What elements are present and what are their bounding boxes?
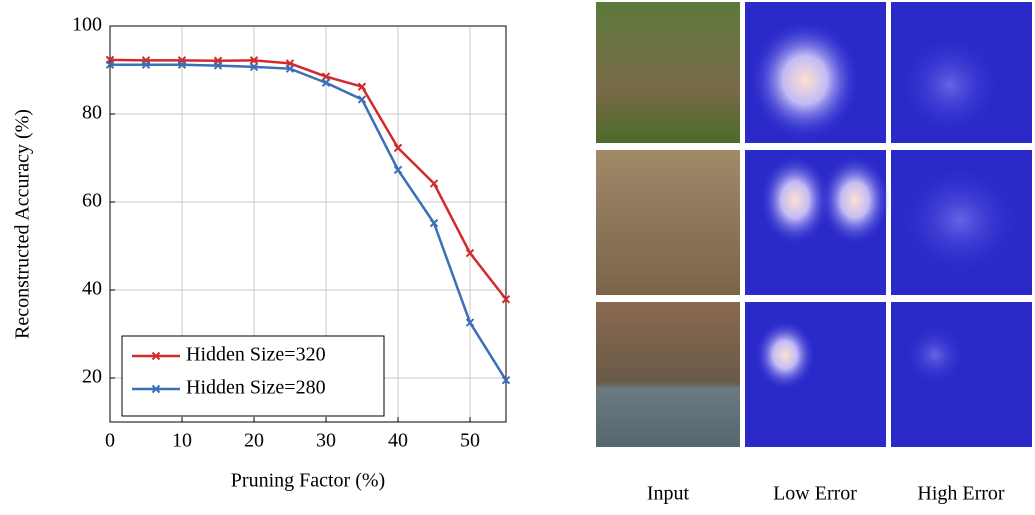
image-grid: Input Low Error High Error xyxy=(596,2,1032,505)
x-axis-label: Pruning Factor (%) xyxy=(231,470,385,492)
y-axis-label: Reconstructed Accuracy (%) xyxy=(12,109,34,339)
x-tick-label: 20 xyxy=(244,430,264,452)
series-line xyxy=(110,65,506,380)
x-tick-label: 30 xyxy=(316,430,336,452)
heat-spot xyxy=(900,35,1000,135)
heat-spot xyxy=(750,20,860,140)
column-label: Input xyxy=(647,483,690,505)
y-tick-label: 20 xyxy=(82,366,102,388)
figure: 0 10 20 30 40 50 20 40 60 80 100 Hidden Size=320 Hid… xyxy=(0,0,1035,510)
input-image xyxy=(596,150,740,295)
plot-area: 0 10 20 30 40 50 20 40 60 80 100 Hidden Size=320 Hid… xyxy=(72,14,510,452)
legend-label: Hidden Size=280 xyxy=(186,377,326,399)
y-tick-label: 100 xyxy=(72,14,102,36)
x-tick-label: 10 xyxy=(172,430,192,452)
column-label: Low Error xyxy=(773,483,857,505)
heat-spot xyxy=(760,155,830,245)
heat-spot xyxy=(905,325,965,385)
x-tick-label: 40 xyxy=(388,430,408,452)
heat-spot xyxy=(755,320,815,390)
input-image xyxy=(596,302,740,447)
y-tick-label: 60 xyxy=(82,190,102,212)
y-tick-label: 80 xyxy=(82,102,102,124)
y-tick-label: 40 xyxy=(82,278,102,300)
heat-spot xyxy=(900,165,1020,275)
high-error-map xyxy=(891,302,1032,447)
x-tick-label: 0 xyxy=(105,430,115,452)
x-tick-label: 50 xyxy=(460,430,480,452)
legend-label: Hidden Size=320 xyxy=(186,344,326,366)
column-label: High Error xyxy=(917,483,1005,505)
series-line xyxy=(110,60,506,299)
input-image xyxy=(596,2,740,143)
heat-spot xyxy=(820,155,890,245)
